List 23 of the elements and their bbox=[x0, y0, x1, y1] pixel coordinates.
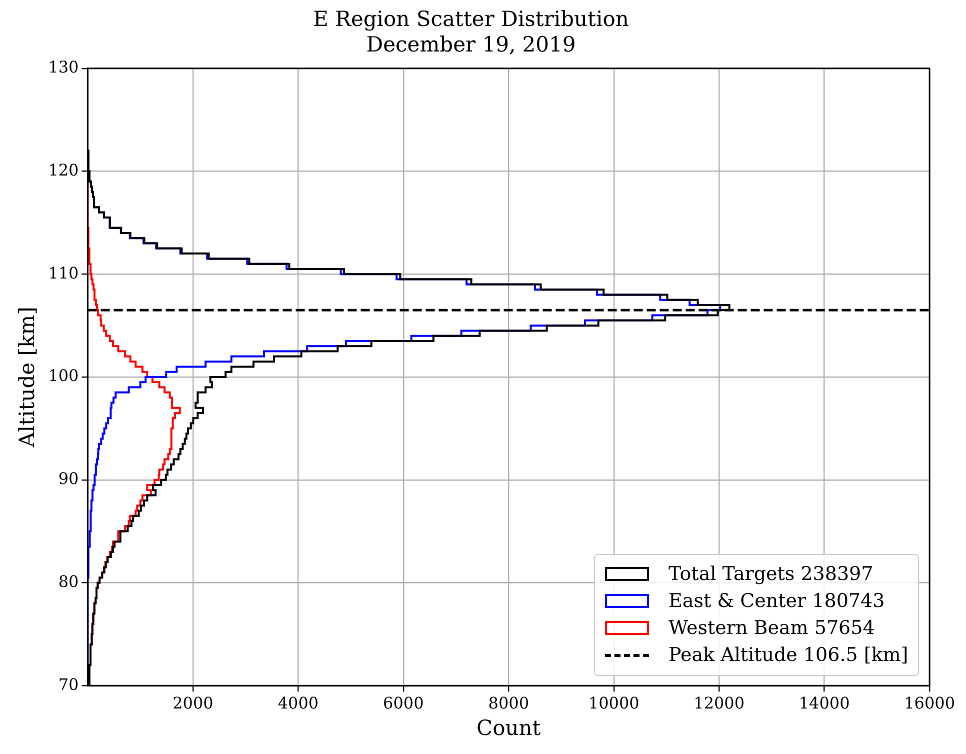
x-tick-label: 8000 bbox=[488, 693, 530, 712]
legend-label: East & Center 180743 bbox=[668, 590, 885, 612]
chart-subtitle: December 19, 2019 bbox=[366, 32, 576, 56]
y-tick-label: 90 bbox=[58, 469, 79, 488]
x-tick-label: 14000 bbox=[798, 693, 850, 712]
y-tick-label: 120 bbox=[48, 160, 79, 180]
y-axis-title: Altitude [km] bbox=[15, 306, 40, 448]
legend-label: Peak Altitude 106.5 [km] bbox=[668, 644, 908, 666]
y-tick-label: 70 bbox=[58, 674, 79, 694]
x-axis-title: Count bbox=[476, 716, 542, 740]
y-tick-label: 130 bbox=[48, 58, 79, 77]
y-tick-label: 100 bbox=[48, 366, 79, 386]
x-tick-label: 12000 bbox=[694, 693, 745, 712]
chart-title: E Region Scatter Distribution bbox=[313, 7, 629, 32]
y-tick-label: 110 bbox=[48, 263, 79, 282]
x-tick-label: 10000 bbox=[588, 693, 640, 712]
y-tick-label: 80 bbox=[58, 572, 79, 591]
x-tick-label: 16000 bbox=[904, 693, 956, 712]
x-tick-label: 6000 bbox=[383, 693, 424, 712]
legend-label: Western Beam 57654 bbox=[668, 617, 875, 640]
x-tick-label: 2000 bbox=[172, 693, 214, 712]
legend-label: Total Targets 238397 bbox=[668, 563, 874, 586]
x-tick-label: 4000 bbox=[278, 693, 319, 712]
